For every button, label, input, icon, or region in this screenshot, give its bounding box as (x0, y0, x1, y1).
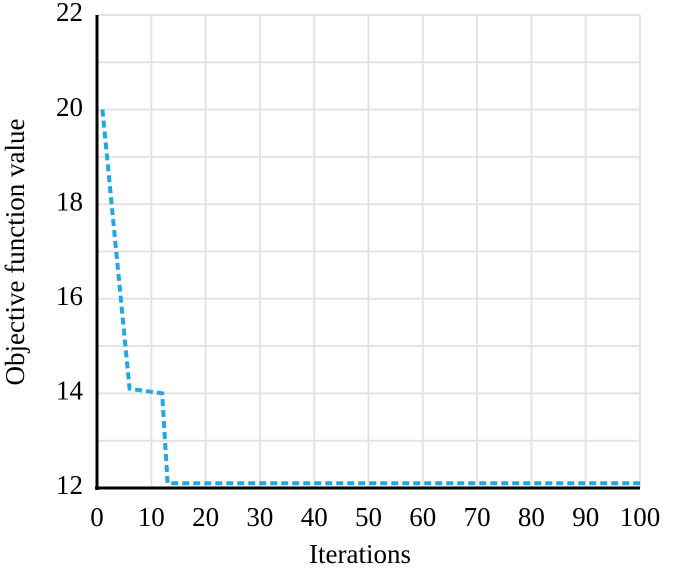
x-tick-label: 70 (464, 502, 491, 532)
x-tick-label: 10 (138, 502, 165, 532)
x-tick-label: 100 (620, 502, 661, 532)
x-tick-label: 50 (355, 502, 382, 532)
y-tick-label: 14 (56, 376, 84, 406)
y-tick-label: 16 (56, 281, 83, 311)
x-tick-label: 80 (518, 502, 545, 532)
x-tick-label: 20 (192, 502, 219, 532)
x-axis-label: Iterations (309, 539, 411, 569)
x-tick-label: 30 (246, 502, 273, 532)
y-axis-label: Objective function value (0, 119, 30, 386)
x-tick-label: 60 (409, 502, 436, 532)
y-tick-label: 12 (56, 470, 83, 500)
x-tick-label: 90 (572, 502, 599, 532)
x-tick-label: 40 (301, 502, 328, 532)
x-tick-label: 0 (90, 502, 104, 532)
y-tick-label: 20 (56, 92, 83, 122)
y-tick-label: 18 (56, 186, 83, 216)
data-line (100, 109, 640, 486)
y-tick-label: 22 (56, 0, 83, 27)
